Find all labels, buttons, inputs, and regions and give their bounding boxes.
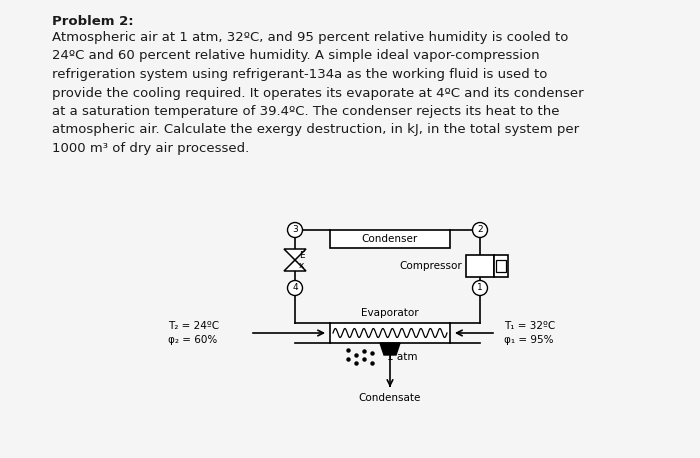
Text: T₁ = 32ºC: T₁ = 32ºC — [504, 321, 555, 331]
Bar — [466, 255, 494, 277]
Text: 2: 2 — [477, 225, 483, 234]
Text: φ₂ = 60%: φ₂ = 60% — [168, 335, 217, 345]
Text: E: E — [299, 251, 304, 260]
Text: Atmospheric air at 1 atm, 32ºC, and 95 percent relative humidity is cooled to: Atmospheric air at 1 atm, 32ºC, and 95 p… — [52, 31, 568, 44]
Text: x: x — [299, 261, 304, 269]
Bar — [496, 260, 506, 272]
Text: Condenser: Condenser — [362, 234, 418, 244]
Text: 3: 3 — [292, 225, 298, 234]
Text: Compressor: Compressor — [399, 261, 462, 271]
Text: refrigeration system using refrigerant-134a as the working fluid is used to: refrigeration system using refrigerant-1… — [52, 68, 547, 81]
Text: Condensate: Condensate — [359, 393, 421, 403]
Text: φ₁ = 95%: φ₁ = 95% — [504, 335, 554, 345]
Circle shape — [288, 280, 302, 295]
Text: 1: 1 — [477, 284, 483, 293]
Text: 1000 m³ of dry air processed.: 1000 m³ of dry air processed. — [52, 142, 249, 155]
Circle shape — [288, 223, 302, 238]
Polygon shape — [284, 260, 306, 271]
Bar — [330, 230, 450, 248]
Circle shape — [473, 280, 487, 295]
Text: T₂ = 24ºC: T₂ = 24ºC — [168, 321, 219, 331]
Polygon shape — [380, 343, 400, 355]
Text: Evaporator: Evaporator — [361, 308, 419, 318]
Text: 1 atm: 1 atm — [386, 352, 417, 362]
Text: 24ºC and 60 percent relative humidity. A simple ideal vapor-compression: 24ºC and 60 percent relative humidity. A… — [52, 49, 540, 62]
Circle shape — [473, 223, 487, 238]
Text: 4: 4 — [292, 284, 298, 293]
Text: provide the cooling required. It operates its evaporate at 4ºC and its condenser: provide the cooling required. It operate… — [52, 87, 584, 99]
Polygon shape — [284, 249, 306, 260]
Text: atmospheric air. Calculate the exergy destruction, in kJ, in the total system pe: atmospheric air. Calculate the exergy de… — [52, 124, 579, 136]
Text: at a saturation temperature of 39.4ºC. The condenser rejects its heat to the: at a saturation temperature of 39.4ºC. T… — [52, 105, 559, 118]
Bar — [494, 255, 508, 277]
Text: Problem 2:: Problem 2: — [52, 15, 134, 28]
Bar — [330, 323, 450, 343]
